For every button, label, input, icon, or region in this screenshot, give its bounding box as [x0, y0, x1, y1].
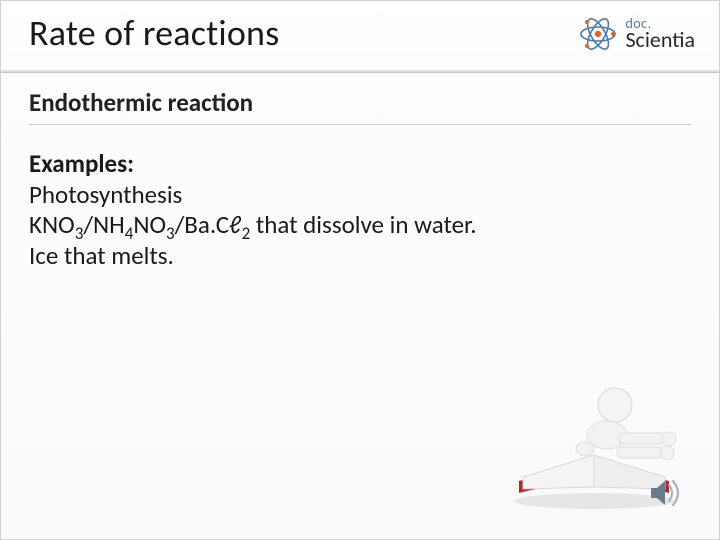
formula-part: NO: [133, 209, 166, 240]
atom-icon: [577, 13, 619, 55]
brand-bottom: Scientia: [625, 30, 695, 51]
formula-part: KNO: [29, 209, 75, 240]
formula-part: /NH: [83, 209, 124, 240]
formula-part: /Ba.Cℓ: [175, 209, 242, 240]
formula-tail: that dissolve in water.: [250, 209, 476, 240]
slide-header: Rate of reactions doc. Scientia: [1, 1, 719, 73]
example-line-1: Photosynthesis: [29, 180, 691, 211]
brand-logo: doc. Scientia: [577, 13, 695, 55]
audio-speaker-icon[interactable]: [647, 475, 683, 511]
formula-sub: 2: [242, 223, 251, 244]
subheader: Endothermic reaction: [1, 73, 719, 129]
examples-label: Examples:: [29, 149, 691, 180]
example-line-2: KNO3/NH4NO3/Ba.Cℓ2 that dissolve in wate…: [29, 210, 691, 241]
example-line-3: Ice that melts.: [29, 241, 691, 272]
subheader-divider: [29, 124, 691, 125]
content-block: Examples: Photosynthesis KNO3/NH4NO3/Ba.…: [1, 129, 719, 291]
brand-text: doc. Scientia: [625, 17, 695, 51]
header-divider: [1, 70, 719, 73]
slide-body: Rate of reactions doc. Scientia Endother…: [0, 0, 720, 540]
subheader-text: Endothermic reaction: [29, 87, 691, 118]
